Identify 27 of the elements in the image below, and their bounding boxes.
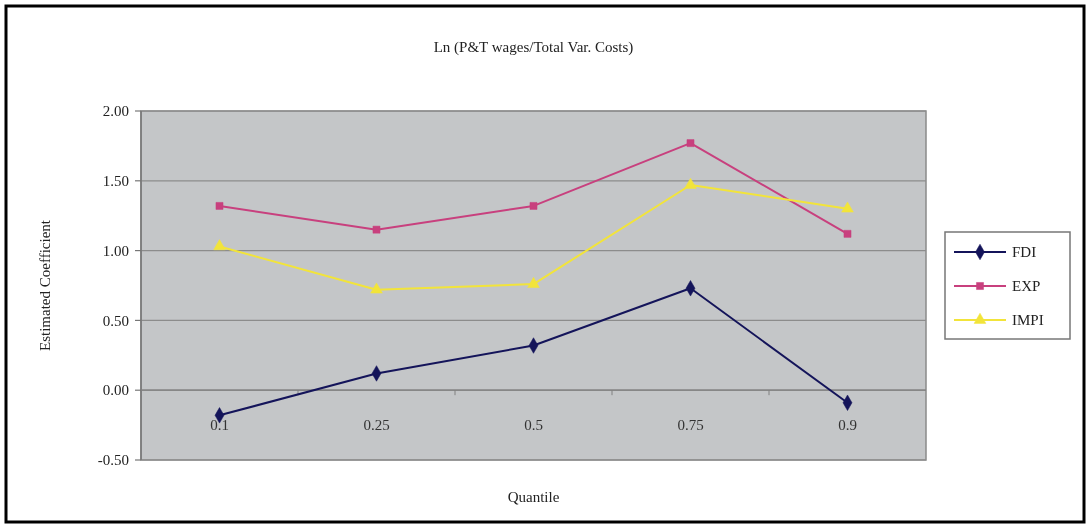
point	[370, 282, 383, 294]
point	[213, 239, 226, 251]
chart-title: Ln (P&T wages/Total Var. Costs)	[433, 39, 634, 56]
point	[841, 201, 854, 213]
legend-label: EXP	[1012, 278, 1041, 295]
y-tick-label: 1.50	[102, 173, 129, 190]
x-tick-label: 0.9	[838, 417, 857, 434]
point	[372, 225, 381, 234]
point	[843, 230, 852, 238]
x-tick-label: 0.25	[363, 417, 390, 434]
x-axis-title: Quantile	[507, 489, 560, 505]
y-tick-label: 0.00	[102, 382, 129, 399]
point	[529, 202, 538, 210]
y-axis-title: Estimated Coefficient	[37, 219, 53, 351]
y-tick-label: 0.50	[102, 312, 129, 329]
y-tick-label: -0.50	[97, 452, 129, 469]
legend-label: IMPI	[1012, 312, 1044, 329]
point	[684, 177, 697, 189]
point	[215, 202, 224, 210]
point	[527, 277, 540, 288]
x-tick-label: 0.75	[677, 417, 704, 434]
point	[686, 139, 695, 147]
y-tick-label: 1.00	[102, 242, 129, 259]
x-tick-label: 0.5	[524, 417, 543, 434]
x-tick-label: 0.1	[210, 417, 229, 434]
legend-label: FDI	[1012, 244, 1037, 261]
y-tick-label: 2.00	[102, 103, 129, 120]
